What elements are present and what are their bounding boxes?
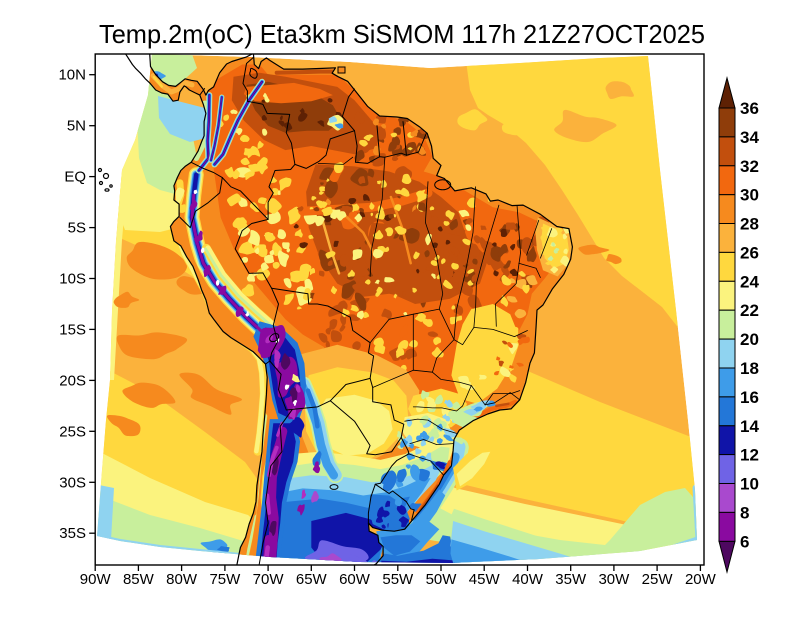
svg-text:20W: 20W bbox=[685, 571, 717, 588]
svg-text:40W: 40W bbox=[512, 571, 544, 588]
svg-text:35W: 35W bbox=[555, 571, 587, 588]
svg-text:20: 20 bbox=[740, 330, 759, 349]
svg-text:10N: 10N bbox=[58, 67, 86, 84]
svg-text:10S: 10S bbox=[59, 271, 86, 288]
svg-text:70W: 70W bbox=[253, 571, 285, 588]
svg-text:Temp.2m(oC) Eta3km SiSMOM 117h: Temp.2m(oC) Eta3km SiSMOM 117h 21Z27OCT2… bbox=[99, 19, 705, 49]
svg-text:5S: 5S bbox=[68, 220, 86, 237]
svg-text:60W: 60W bbox=[339, 571, 371, 588]
svg-text:6: 6 bbox=[740, 532, 749, 551]
svg-text:8: 8 bbox=[740, 503, 749, 522]
svg-text:25W: 25W bbox=[642, 571, 674, 588]
svg-text:65W: 65W bbox=[296, 571, 328, 588]
svg-text:5N: 5N bbox=[67, 118, 86, 135]
svg-text:50W: 50W bbox=[426, 571, 458, 588]
svg-text:16: 16 bbox=[740, 388, 759, 407]
svg-text:25S: 25S bbox=[59, 423, 86, 440]
svg-text:18: 18 bbox=[740, 359, 759, 378]
svg-text:10: 10 bbox=[740, 475, 759, 494]
svg-text:85W: 85W bbox=[123, 571, 155, 588]
svg-text:15S: 15S bbox=[59, 321, 86, 338]
svg-text:12: 12 bbox=[740, 446, 759, 465]
svg-text:35S: 35S bbox=[59, 525, 86, 542]
svg-text:90W: 90W bbox=[80, 571, 112, 588]
svg-text:24: 24 bbox=[740, 272, 759, 291]
svg-text:EQ: EQ bbox=[64, 169, 86, 186]
svg-text:32: 32 bbox=[740, 157, 759, 176]
svg-text:20S: 20S bbox=[59, 372, 86, 389]
svg-text:45W: 45W bbox=[469, 571, 501, 588]
svg-text:75W: 75W bbox=[209, 571, 241, 588]
svg-text:26: 26 bbox=[740, 243, 759, 262]
svg-text:55W: 55W bbox=[382, 571, 414, 588]
svg-text:80W: 80W bbox=[166, 571, 198, 588]
svg-text:36: 36 bbox=[740, 99, 759, 118]
svg-text:30: 30 bbox=[740, 186, 759, 205]
svg-text:34: 34 bbox=[740, 128, 759, 147]
svg-text:30W: 30W bbox=[598, 571, 630, 588]
svg-text:22: 22 bbox=[740, 301, 759, 320]
svg-text:30S: 30S bbox=[59, 474, 86, 491]
svg-text:28: 28 bbox=[740, 215, 759, 234]
svg-text:14: 14 bbox=[740, 417, 759, 436]
